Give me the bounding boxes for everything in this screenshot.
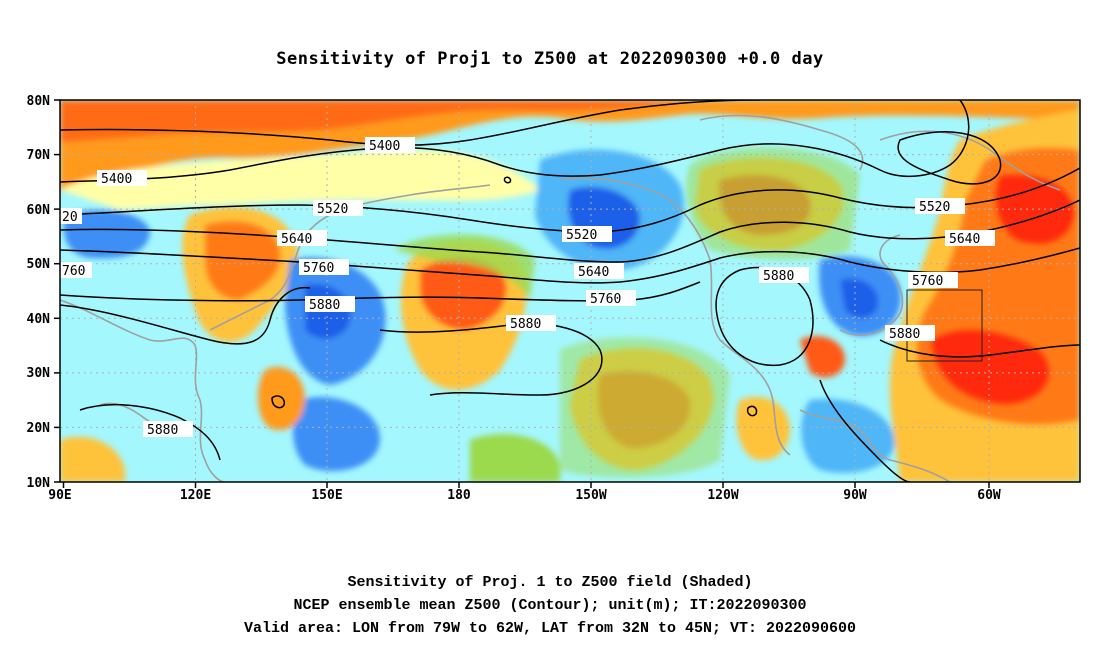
contour-label-bg [97, 170, 147, 186]
field-red-100w [800, 336, 845, 378]
lon-label: 90W [843, 488, 867, 503]
contour-label-bg [908, 272, 958, 288]
contour-label-bg [586, 290, 636, 306]
field-blue-90e [63, 210, 150, 259]
contour-label-bg [574, 263, 624, 279]
contour-small-140e [271, 395, 286, 409]
contour-label: 5520 [919, 200, 950, 215]
field-green-180 [395, 234, 535, 300]
field-green-140w [560, 337, 730, 478]
lon-label: 120W [707, 488, 738, 503]
lon-label: 90E [48, 488, 71, 503]
contour-label: 5760 [590, 292, 621, 307]
contour-label: 20 [62, 210, 78, 225]
contour-label: 5880 [510, 317, 541, 332]
contour-low-greenland [897, 131, 1002, 185]
contour-label-bg [313, 200, 363, 216]
field-orange-110w [736, 396, 790, 461]
coast-asia [60, 299, 226, 482]
field-red-120e [205, 221, 281, 300]
contour-label: 5640 [578, 265, 609, 280]
contour-5880-west [60, 286, 311, 345]
field-deepblue-90w [840, 278, 879, 318]
field-green-120w [686, 147, 860, 260]
field-yellow-band [60, 150, 540, 210]
gridlines [60, 100, 1080, 482]
field-red-60w-south [930, 329, 1050, 405]
coast-caribbean [799, 409, 951, 482]
contour-label: 5400 [369, 139, 400, 154]
contour-5880-east [379, 322, 603, 396]
contour-label: 5880 [309, 298, 340, 313]
coast-north-america [559, 177, 791, 456]
contour-label: 5520 [566, 228, 597, 243]
lon-label: 150W [575, 488, 606, 503]
shaded-sensitivity-field [60, 100, 1080, 482]
map-title: Sensitivity of Proj1 to Z500 at 20220903… [276, 49, 824, 69]
caption-line-3: Valid area: LON from 79W to 62W, LAT fro… [243, 620, 857, 637]
contour-label: 5400 [101, 172, 132, 187]
lat-label: 20N [27, 421, 51, 436]
contour-label-bg [915, 198, 965, 214]
caption-line-1: Sensitivity of Proj. 1 to Z500 field (Sh… [347, 574, 753, 591]
caption-line-2: NCEP ensemble mean Z500 (Contour); unit(… [293, 597, 807, 614]
field-red-60w-north [995, 174, 1075, 245]
coast-greenland [879, 130, 1061, 191]
contour-label: 5760 [912, 274, 943, 289]
plot-frame [59, 99, 1081, 483]
lat-label: 40N [27, 312, 51, 327]
lon-labels: 90E 120E 150E 180 150W 120W 90W 60W [48, 488, 1001, 503]
lon-label: 60W [977, 488, 1001, 503]
field-blue-150e-south [293, 396, 380, 472]
contour-small-closed [503, 176, 512, 184]
lat-label: 50N [27, 257, 51, 272]
contour-label: 5880 [147, 423, 178, 438]
contour-label-bg [277, 230, 327, 246]
lat-label: 70N [27, 148, 51, 163]
contour-label: 5520 [317, 202, 348, 217]
coast-arctic-canada [699, 114, 864, 171]
contour-label-bg [143, 421, 193, 437]
contour-label-bg [506, 315, 556, 331]
contour-label-bg [945, 230, 995, 246]
contour-5880-sw [79, 403, 221, 461]
contour-small-110w [746, 405, 758, 417]
coastlines [60, 114, 1061, 482]
contour-label-bg [60, 208, 82, 224]
contour-label-bg [305, 296, 355, 312]
contour-labels: 5400 5400 5520 5520 5520 20 5640 5640 56… [60, 137, 995, 438]
field-green-south [470, 434, 560, 482]
contour-label-bg [759, 267, 809, 283]
contour-label-bg [299, 259, 349, 275]
lat-label: 30N [27, 366, 51, 381]
lon-label: 120E [180, 488, 211, 503]
contour-label: 5880 [889, 327, 920, 342]
lon-label: 180 [447, 488, 471, 503]
lat-labels: 80N 70N 60N 50N 40N 30N 20N 10N [27, 94, 51, 491]
lat-label: 10N [27, 476, 51, 491]
lat-label: 80N [27, 94, 51, 109]
tick-marks [54, 99, 990, 488]
contour-label: 5760 [303, 261, 334, 276]
field-orange-sw [60, 436, 125, 482]
contour-5880-atlantic [879, 339, 1080, 358]
lat-label: 60N [27, 203, 51, 218]
contour-label-bg [885, 325, 935, 341]
lon-label: 150E [311, 488, 342, 503]
field-orange-140e [258, 366, 305, 431]
contour-5400 [60, 100, 970, 183]
contour-label-bg [365, 137, 415, 153]
contour-label-bg [562, 226, 612, 242]
contour-5400-upper [60, 100, 761, 146]
contour-label: 5640 [281, 232, 312, 247]
contour-label-bg [60, 262, 92, 278]
contour-label: 760 [62, 264, 85, 279]
contour-5880-gulf [819, 379, 911, 482]
coast-us-east [839, 234, 904, 336]
contour-label: 5640 [949, 232, 980, 247]
contour-label: 5880 [763, 269, 794, 284]
